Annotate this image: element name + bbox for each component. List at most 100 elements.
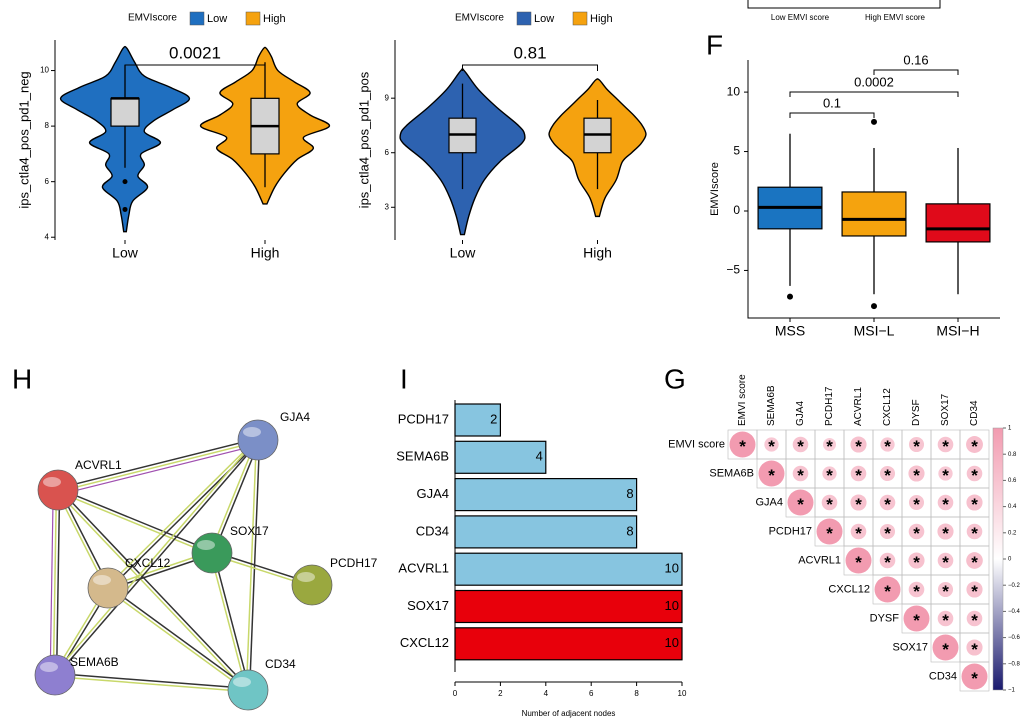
node-highlight [197,540,215,550]
node [237,419,279,461]
y-axis-label: ips_ctla4_pos_pd1_neg [16,71,31,208]
y-tick-label: 8 [45,121,50,130]
edge [59,444,260,496]
corr-circle [937,552,954,569]
corr-circle [903,605,930,632]
corr-circle [879,523,896,540]
row-label: EMVI score [668,438,725,450]
corr-circle [822,466,837,481]
colorbar-tick-label: 0.2 [1008,530,1017,536]
edge [55,672,249,690]
edge [106,438,258,588]
significance: * [942,437,949,456]
legend-label: Low [534,13,554,25]
x-tick-label: MSI−H [936,323,979,339]
y-tick-label: 10 [40,66,49,75]
edge [58,488,250,690]
y-tick-label: 3 [385,202,390,211]
x-tick-label: MSS [775,323,805,339]
bracket [462,64,598,71]
column-label: GJA4 [795,401,806,426]
node-highlight [93,575,111,585]
y-tick-label: −5 [726,263,740,277]
outlier [122,206,128,212]
significance: * [913,553,920,572]
corr-circle [966,494,983,511]
p-value: 0.0021 [169,43,221,62]
x-tick-label: Low [450,245,477,261]
bar [454,589,683,624]
significance: * [884,466,891,485]
corr-circle [932,634,959,661]
significance: * [884,582,891,601]
x-tick-label: Low [112,245,139,261]
bracket [789,91,959,97]
corr-circle [966,610,983,627]
outlier [787,293,793,300]
edge [54,675,248,693]
corr-circle [938,466,953,481]
corr-circle [966,465,983,482]
significance: * [971,466,978,485]
edge [55,440,260,677]
significance: * [913,582,920,601]
edge [52,489,58,675]
corr-circle [937,610,954,627]
x-tick-label: 0 [453,689,458,698]
colorbar-tick-label: 1 [1008,426,1012,432]
node-label: PCDH17 [330,556,378,570]
value-label: 10 [665,561,679,576]
corr-circle [908,552,925,569]
significance: * [797,437,804,456]
column-label: CD34 [969,400,980,426]
x-tick-label: 2 [498,689,503,698]
p-value: 0.0002 [854,74,894,89]
row-label: GJA4 [755,496,783,508]
corr-circle [961,663,988,690]
corr-circle [821,494,838,511]
significance: * [826,524,833,543]
y-tick-label: 4 [45,232,50,241]
corr-circle [966,523,983,540]
legend-swatch [245,11,261,26]
x-tick-label: 6 [589,689,594,698]
y-tick-label: GJA4 [416,486,449,501]
node [191,532,233,574]
legend-label: High [263,13,286,25]
edge [58,440,259,493]
value-label: 8 [626,486,633,501]
corr-circle [908,581,925,598]
corr-circle [787,489,814,516]
column-label: CXCL12 [882,388,893,426]
colorbar [992,427,1004,691]
p-value: 0.16 [903,52,928,67]
node-highlight [297,572,315,582]
colorbar-tick-label: −0.8 [1008,661,1021,667]
corr-circle [966,436,983,453]
significance: * [855,553,862,572]
corr-circle [850,494,867,511]
value-label: 10 [665,635,679,650]
bar [454,440,547,474]
node-label: GJA4 [280,410,310,424]
significance: * [855,495,862,514]
corr-circle [908,494,925,511]
y-axis-label: ips_ctla4_pos_pd1_pos [356,71,371,208]
y-tick-label: PCDH17 [398,411,449,426]
corr-circle [823,438,836,451]
significance: * [971,582,978,601]
significance: * [971,495,978,514]
outlier [871,303,877,310]
significance: * [884,495,891,514]
column-label: ACVRL1 [853,387,864,426]
row-label: PCDH17 [769,525,812,537]
significance: * [942,553,949,572]
node [34,654,76,696]
corr-circle [908,523,925,540]
axes [747,60,1000,319]
colorbar-tick-label: −0.2 [1008,583,1021,589]
significance: * [971,611,978,630]
bar [454,627,683,661]
legend-title: EMVIscore [455,13,504,24]
corr-circle [729,431,756,458]
